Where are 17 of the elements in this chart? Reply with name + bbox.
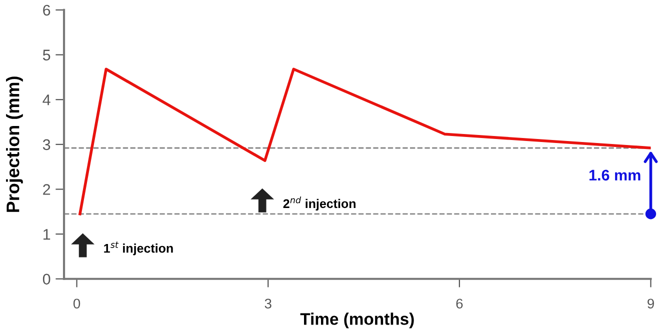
y-axis-title: Projection (mm): [6, 76, 23, 212]
annotation: 1$^{st}$ injection: [104, 242, 173, 256]
y-tick-label: 0: [42, 274, 50, 285]
annotation: 1.6 mm: [590, 170, 640, 181]
x-tick-label: 6: [456, 298, 463, 309]
x-axis-title: Time (months): [300, 312, 414, 328]
y-tick-label: 2: [43, 184, 50, 195]
x-tick-label: 0: [73, 298, 80, 309]
y-tick-label: 4: [42, 94, 50, 106]
y-tick-label: 3: [42, 139, 50, 150]
x-tick-label: 9: [648, 298, 654, 309]
annotation: 2$^{nd}$ injection: [283, 196, 356, 211]
y-tick-label: 6: [43, 4, 50, 16]
x-tick-label: 3: [264, 298, 272, 309]
y-tick-label: 1: [43, 229, 50, 240]
y-tick-label: 5: [42, 50, 50, 60]
line-series: [78, 68, 651, 216]
